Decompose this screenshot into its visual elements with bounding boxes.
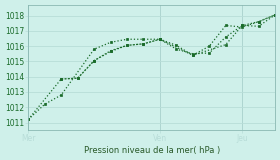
X-axis label: Pression niveau de la mer( hPa ): Pression niveau de la mer( hPa )	[84, 146, 220, 155]
